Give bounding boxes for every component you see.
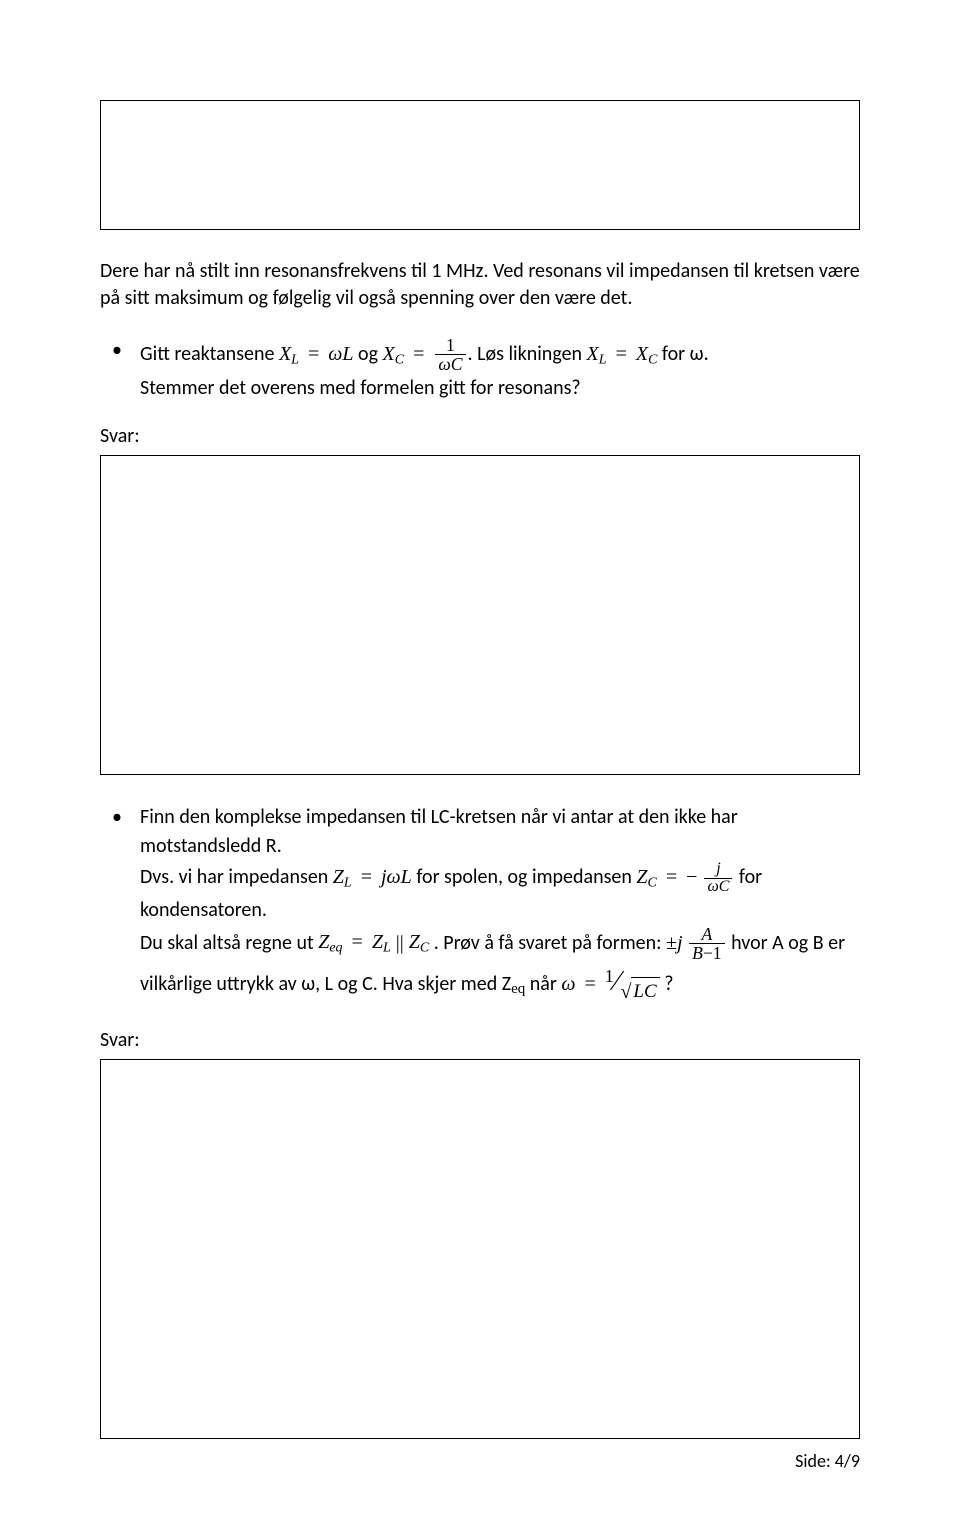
- minus: −: [686, 866, 702, 888]
- answer-box-bot: [100, 1059, 860, 1439]
- footer-label: Side:: [795, 1450, 835, 1472]
- text: når: [525, 972, 561, 996]
- omega: ω: [561, 973, 575, 995]
- bullet-list-2: Finn den komplekse impedansen til LC-kre…: [100, 803, 860, 1007]
- text: Dvs. vi har impedansen: [140, 865, 333, 889]
- page: Dere har nå stilt inn resonansfrekvens t…: [0, 0, 960, 1527]
- op-eq: =: [299, 343, 328, 365]
- answer-box-mid: [100, 455, 860, 775]
- intro-paragraph: Dere har nå stilt inn resonansfrekvens t…: [100, 258, 860, 312]
- op-eq: =: [343, 931, 372, 953]
- text: Gitt reaktansene: [140, 342, 279, 366]
- text: for spolen, og impedansen: [412, 865, 637, 889]
- op-eq: =: [607, 343, 636, 365]
- parallel-op: ||: [391, 931, 409, 953]
- math-xl: XL: [279, 343, 299, 365]
- text: Finn den komplekse impedansen til LC-kre…: [140, 805, 738, 858]
- op-eq: =: [404, 343, 433, 365]
- math-jwl: jωL: [381, 866, 412, 888]
- math-zc: ZC: [636, 866, 656, 888]
- math-j: j: [677, 931, 683, 953]
- math-xl2: XL: [587, 343, 607, 365]
- answer-box-top: [100, 100, 860, 230]
- bullet-list-1: Gitt reaktansene XL = ωL og XC = 1ωC. Lø…: [100, 336, 860, 403]
- math-zeq: Zeq: [318, 931, 342, 953]
- text: . Prøv å få svaret på formen:: [429, 930, 666, 954]
- text-line2: Stemmer det overens med formelen gitt fo…: [140, 376, 581, 400]
- footer-page: 4/9: [835, 1450, 860, 1472]
- math-zc2: ZC: [409, 931, 429, 953]
- math-zl: ZL: [333, 866, 352, 888]
- bullet-reactance: Gitt reaktansene XL = ωL og XC = 1ωC. Lø…: [140, 336, 860, 403]
- text: ?: [660, 972, 674, 996]
- text: . Løs likningen: [468, 342, 587, 366]
- text: for ω.: [657, 342, 708, 366]
- svar-label-1: Svar:: [100, 423, 860, 449]
- op-eq: =: [352, 866, 381, 888]
- text: vilkårlige uttrykk av ω, L og C. Hva skj…: [140, 972, 511, 996]
- math-wl: ωL: [328, 343, 353, 365]
- page-footer: Side: 4/9: [795, 1450, 860, 1472]
- plus-minus: ±: [666, 931, 677, 953]
- math-xc2: XC: [636, 343, 658, 365]
- math-xc: XC: [383, 343, 405, 365]
- op-eq: =: [576, 973, 605, 995]
- svar-label-2: Svar:: [100, 1027, 860, 1053]
- sub-eq: eq: [511, 981, 525, 997]
- text: Du skal altså regne ut: [140, 930, 318, 954]
- text: og: [354, 342, 383, 366]
- frac-j-over-wc: jωC: [704, 861, 732, 896]
- sqrt-lc: LC: [620, 977, 659, 1007]
- op-eq: =: [657, 866, 686, 888]
- frac-1-over-sqrt-lc: 1⁄LC: [605, 962, 660, 1007]
- frac-1-over-wc: 1ωC: [435, 336, 465, 374]
- math-zl2: ZL: [372, 931, 391, 953]
- frac-a-over-b-1: AB−1: [689, 925, 724, 963]
- text: hvor A og B er: [727, 930, 846, 954]
- bullet-complex-impedance: Finn den komplekse impedansen til LC-kre…: [140, 803, 860, 1007]
